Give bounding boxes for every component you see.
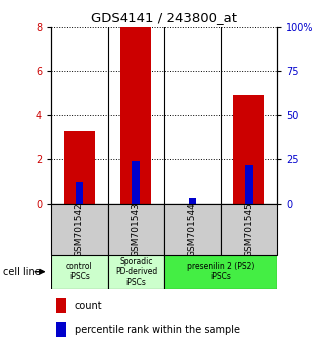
Text: percentile rank within the sample: percentile rank within the sample <box>75 325 240 335</box>
Text: GSM701542: GSM701542 <box>75 202 84 257</box>
Text: control
iPSCs: control iPSCs <box>66 262 93 281</box>
Bar <box>233 95 264 204</box>
Bar <box>56 322 66 337</box>
Bar <box>245 165 253 204</box>
Title: GDS4141 / 243800_at: GDS4141 / 243800_at <box>91 11 237 24</box>
Text: Sporadic
PD-derived
iPSCs: Sporadic PD-derived iPSCs <box>115 257 157 287</box>
Text: GSM701544: GSM701544 <box>188 202 197 257</box>
Bar <box>51 204 108 255</box>
Bar <box>120 27 151 204</box>
Bar <box>51 255 108 289</box>
Bar <box>108 255 164 289</box>
Text: presenilin 2 (PS2)
iPSCs: presenilin 2 (PS2) iPSCs <box>187 262 254 281</box>
Text: count: count <box>75 301 102 311</box>
Bar <box>76 182 83 204</box>
Bar <box>132 161 140 204</box>
Text: GSM701543: GSM701543 <box>131 202 141 257</box>
Bar <box>164 255 277 289</box>
Bar <box>56 298 66 313</box>
Bar <box>188 198 196 204</box>
Bar <box>64 131 95 204</box>
Text: GSM701545: GSM701545 <box>245 202 253 257</box>
Bar <box>221 204 277 255</box>
Text: cell line: cell line <box>3 267 41 277</box>
Bar <box>164 204 221 255</box>
Bar <box>108 204 164 255</box>
